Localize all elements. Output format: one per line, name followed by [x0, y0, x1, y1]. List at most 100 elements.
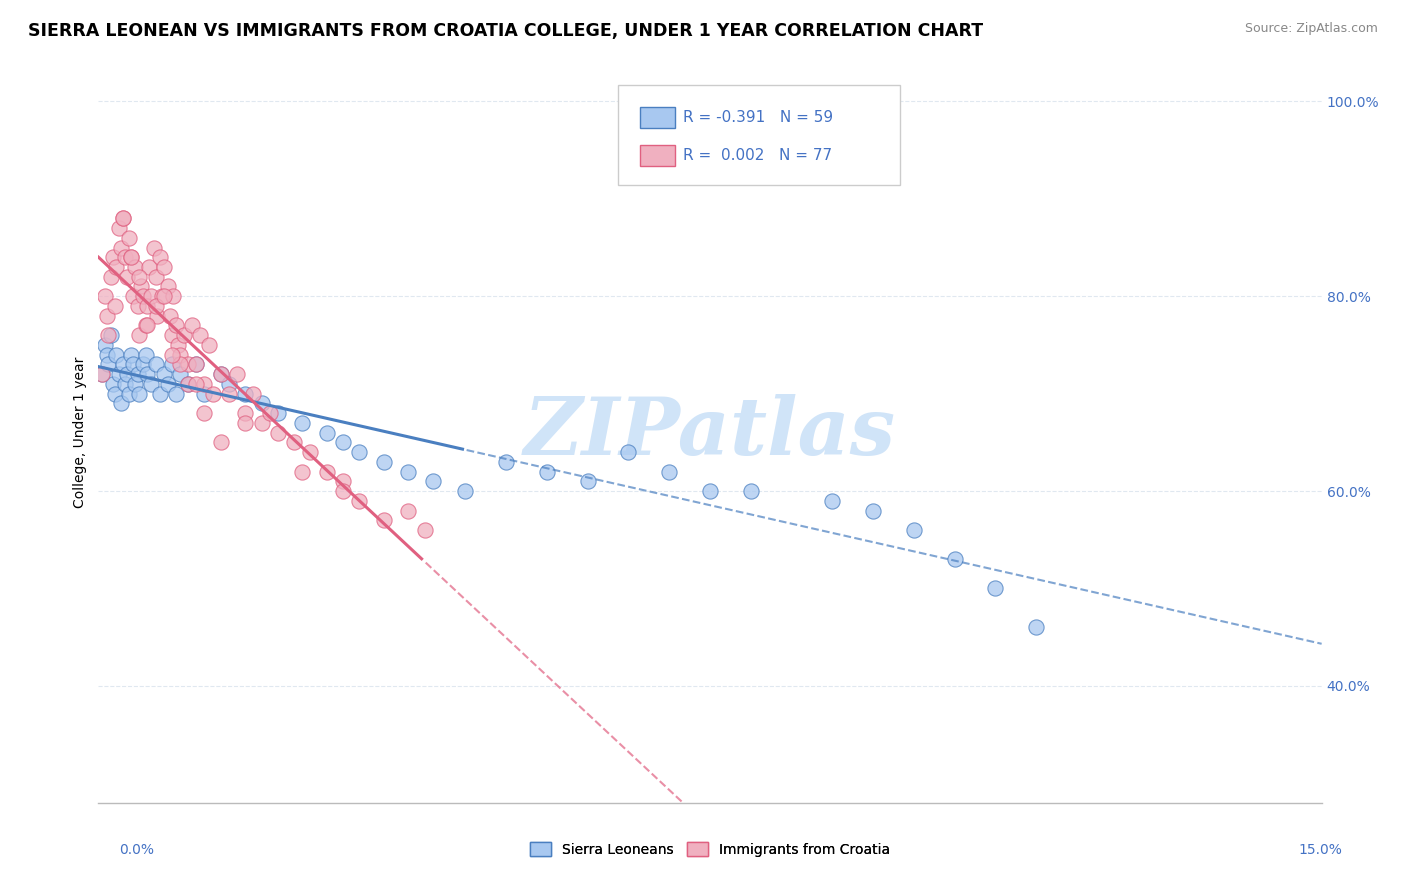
Point: [332, 435, 354, 450]
Point: [862, 503, 884, 517]
Point: [315, 425, 337, 440]
Point: [105, 348, 128, 362]
Point: [100, 269, 122, 284]
Point: [903, 523, 925, 537]
Point: [108, 367, 131, 381]
Point: [145, 358, 167, 372]
Point: [97, 328, 120, 343]
Point: [152, 367, 174, 381]
Point: [250, 396, 273, 410]
Point: [128, 328, 150, 343]
Point: [413, 523, 436, 537]
Point: [136, 318, 159, 333]
Point: [120, 250, 142, 264]
Point: [141, 289, 163, 303]
Point: [101, 250, 124, 264]
Point: [124, 260, 146, 274]
Point: [209, 435, 232, 450]
Point: [97, 358, 120, 372]
Point: [149, 386, 172, 401]
Point: [121, 289, 143, 303]
Point: [110, 396, 132, 410]
Point: [160, 328, 183, 343]
Point: [177, 376, 200, 391]
Point: [159, 309, 181, 323]
Point: [96, 348, 118, 362]
Text: 0.0%: 0.0%: [120, 843, 155, 857]
Point: [188, 328, 212, 343]
Point: [138, 260, 160, 274]
Point: [1025, 620, 1047, 634]
Point: [218, 376, 240, 391]
Point: [120, 250, 142, 264]
Point: [152, 289, 174, 303]
Point: [104, 386, 127, 401]
Point: [111, 358, 134, 372]
Point: [120, 348, 142, 362]
Point: [315, 465, 337, 479]
Point: [658, 465, 681, 479]
Point: [104, 299, 127, 313]
Point: [576, 475, 599, 489]
Point: [94, 338, 117, 352]
Text: R =  0.002   N = 77: R = 0.002 N = 77: [683, 148, 832, 163]
Point: [422, 475, 444, 489]
Point: [145, 269, 167, 284]
Point: [495, 455, 517, 469]
Point: [115, 269, 138, 284]
Point: [193, 376, 215, 391]
Point: [454, 484, 477, 499]
Point: [283, 435, 305, 450]
Point: [94, 289, 117, 303]
FancyBboxPatch shape: [640, 107, 675, 128]
Point: [177, 358, 200, 372]
Point: [242, 386, 264, 401]
Point: [349, 493, 371, 508]
Point: [373, 455, 395, 469]
Point: [108, 221, 131, 235]
Point: [181, 318, 204, 333]
Legend: Sierra Leoneans, Immigrants from Croatia: Sierra Leoneans, Immigrants from Croatia: [524, 837, 896, 863]
Point: [135, 348, 157, 362]
Point: [114, 250, 136, 264]
Point: [142, 240, 165, 255]
Point: [124, 376, 146, 391]
Point: [165, 318, 187, 333]
Point: [536, 465, 558, 479]
Point: [167, 338, 190, 352]
Point: [160, 358, 183, 372]
Point: [396, 465, 419, 479]
Point: [186, 376, 208, 391]
Point: [160, 348, 183, 362]
Point: [127, 299, 149, 313]
Point: [114, 376, 136, 391]
FancyBboxPatch shape: [619, 85, 900, 185]
Point: [156, 279, 179, 293]
Point: [291, 416, 314, 430]
Point: [267, 425, 290, 440]
Point: [984, 582, 1007, 596]
Point: [821, 493, 844, 508]
Point: [233, 416, 256, 430]
Point: [740, 484, 762, 499]
Point: [132, 358, 155, 372]
Point: [943, 552, 966, 566]
Point: [332, 484, 354, 499]
Point: [186, 358, 208, 372]
Text: 15.0%: 15.0%: [1299, 843, 1343, 857]
Point: [111, 211, 134, 226]
Point: [291, 465, 314, 479]
Point: [91, 367, 114, 381]
Point: [259, 406, 281, 420]
Point: [209, 367, 232, 381]
Point: [617, 445, 640, 459]
Point: [100, 328, 122, 343]
Point: [129, 279, 152, 293]
Point: [373, 513, 395, 527]
Point: [699, 484, 721, 499]
Point: [233, 406, 256, 420]
Y-axis label: College, Under 1 year: College, Under 1 year: [73, 357, 87, 508]
Point: [121, 358, 143, 372]
Point: [332, 475, 354, 489]
Point: [186, 358, 208, 372]
